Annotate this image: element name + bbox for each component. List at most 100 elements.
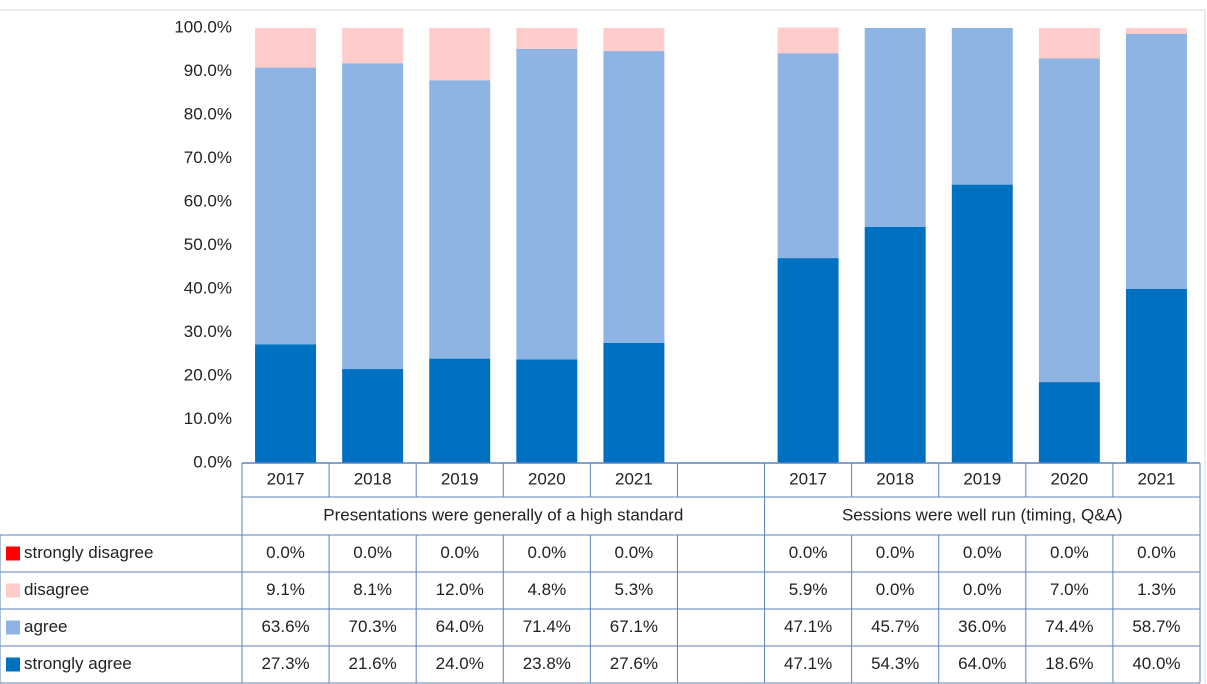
bar-segment <box>777 258 839 463</box>
group-label: Sessions were well run (timing, Q&A) <box>842 505 1123 524</box>
x-tick-label: 2019 <box>963 469 1001 488</box>
table-value: 5.9% <box>789 580 828 599</box>
table-value: 12.0% <box>436 580 484 599</box>
legend-key <box>6 620 20 635</box>
table-value: 24.0% <box>436 654 484 673</box>
legend-key <box>6 657 20 672</box>
bar-segment <box>255 28 317 68</box>
table-value: 4.8% <box>527 580 566 599</box>
bar-segment <box>255 344 317 463</box>
legend-label: strongly agree <box>24 654 132 673</box>
table-value: 67.1% <box>610 617 658 636</box>
table-value: 45.7% <box>871 617 919 636</box>
table-value: 47.1% <box>784 617 832 636</box>
table-value: 27.6% <box>610 654 658 673</box>
bar-segment <box>429 80 491 359</box>
y-tick-label: 30.0% <box>184 322 232 341</box>
y-tick-label: 60.0% <box>184 191 232 210</box>
y-tick-label: 80.0% <box>184 104 232 123</box>
table-value: 9.1% <box>266 580 305 599</box>
bar-segment <box>603 51 665 343</box>
x-tick-label: 2020 <box>1050 469 1088 488</box>
table-value: 36.0% <box>958 617 1006 636</box>
table-value: 18.6% <box>1045 654 1093 673</box>
bar-segment <box>429 28 491 81</box>
bar-segment <box>864 28 926 227</box>
bar-segment <box>603 28 665 52</box>
table-value: 71.4% <box>523 617 571 636</box>
table-value: 5.3% <box>615 580 654 599</box>
table-value: 21.6% <box>349 654 397 673</box>
bar-segment <box>1125 33 1187 289</box>
table-value: 74.4% <box>1045 617 1093 636</box>
table-value: 0.0% <box>353 543 392 562</box>
bar-segment <box>429 358 491 463</box>
table-value: 0.0% <box>615 543 654 562</box>
table-value: 0.0% <box>963 580 1002 599</box>
x-tick-label: 2020 <box>528 469 566 488</box>
x-tick-label: 2021 <box>615 469 653 488</box>
bar-segment <box>516 48 578 360</box>
table-value: 64.0% <box>436 617 484 636</box>
bar-segment <box>342 369 404 463</box>
bar-segment <box>1125 289 1187 463</box>
bar-segment <box>1038 382 1100 463</box>
table-value: 0.0% <box>1137 543 1176 562</box>
legend-key <box>6 583 20 598</box>
table-value: 0.0% <box>789 543 828 562</box>
bar-segment <box>603 342 665 463</box>
table-value: 0.0% <box>266 543 305 562</box>
bar-segment <box>516 28 578 49</box>
x-tick-label: 2018 <box>876 469 914 488</box>
y-tick-label: 50.0% <box>184 235 232 254</box>
y-tick-label: 0.0% <box>193 452 232 471</box>
bar-segment <box>1038 58 1100 383</box>
x-tick-label: 2017 <box>267 469 305 488</box>
table-value: 63.6% <box>261 617 309 636</box>
table-value: 23.8% <box>523 654 571 673</box>
y-tick-label: 90.0% <box>184 61 232 80</box>
table-value: 70.3% <box>349 617 397 636</box>
bar-segment <box>864 226 926 463</box>
bar-segment <box>1038 28 1100 59</box>
chart-frame <box>0 9 1206 684</box>
legend-label: disagree <box>24 580 89 599</box>
bar-segment <box>342 63 404 370</box>
legend-key <box>6 546 20 561</box>
table-value: 0.0% <box>1050 543 1089 562</box>
y-tick-label: 100.0% <box>174 17 232 36</box>
table-value: 0.0% <box>527 543 566 562</box>
table-value: 0.0% <box>876 543 915 562</box>
x-tick-label: 2017 <box>789 469 827 488</box>
table-value: 27.3% <box>261 654 309 673</box>
bar-segment <box>777 53 839 259</box>
table-value: 8.1% <box>353 580 392 599</box>
table-value: 40.0% <box>1132 654 1180 673</box>
y-tick-label: 10.0% <box>184 409 232 428</box>
y-tick-label: 20.0% <box>184 365 232 384</box>
table-value: 1.3% <box>1137 580 1176 599</box>
table-value: 64.0% <box>958 654 1006 673</box>
table-value: 54.3% <box>871 654 919 673</box>
legend-label: agree <box>24 617 67 636</box>
table-value: 0.0% <box>876 580 915 599</box>
table-value: 7.0% <box>1050 580 1089 599</box>
y-tick-label: 40.0% <box>184 278 232 297</box>
bar-segment <box>342 28 404 64</box>
y-tick-label: 70.0% <box>184 148 232 167</box>
table-value: 0.0% <box>963 543 1002 562</box>
table-value: 0.0% <box>440 543 479 562</box>
table-value: 47.1% <box>784 654 832 673</box>
bar-segment <box>777 27 839 54</box>
bar-segment <box>951 184 1013 463</box>
x-tick-label: 2018 <box>354 469 392 488</box>
x-tick-label: 2021 <box>1138 469 1176 488</box>
x-tick-label: 2019 <box>441 469 479 488</box>
bar-segment <box>255 67 317 345</box>
table-value: 58.7% <box>1132 617 1180 636</box>
legend-label: strongly disagree <box>24 543 153 562</box>
group-label: Presentations were generally of a high s… <box>323 505 683 524</box>
bar-segment <box>1125 28 1187 34</box>
bar-segment <box>951 28 1013 185</box>
